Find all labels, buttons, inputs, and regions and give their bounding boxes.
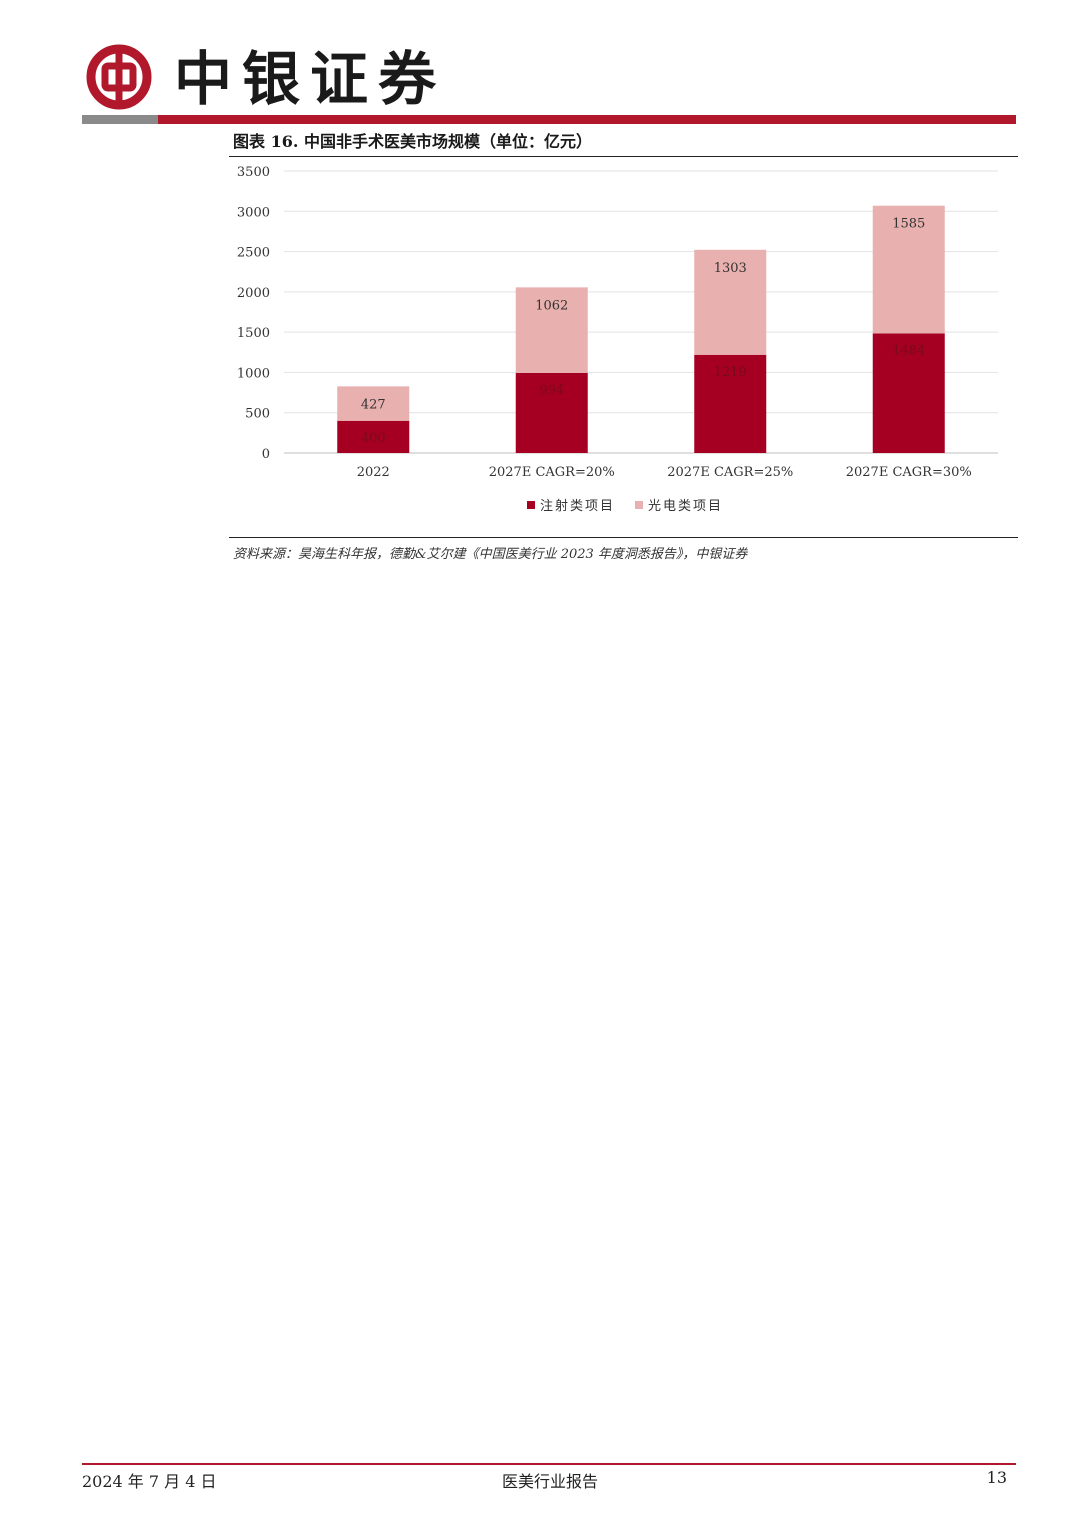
bar-segment-photoelectric [872, 205, 945, 334]
boc-logo-icon [86, 44, 152, 110]
y-tick-label: 0 [262, 447, 270, 462]
stacked-bar-chart: 0 500 1000 1500 2000 2500 3000 3500 400 427 2022 99… [237, 165, 998, 514]
x-tick-label: 2027E CAGR=25% [667, 465, 793, 480]
data-label: 1484 [892, 343, 925, 358]
data-label: 427 [361, 397, 386, 412]
bar-segment-injection [337, 420, 410, 453]
x-tick-label: 2022 [357, 465, 390, 480]
figure: 图表 16. 中国非手术医美市场规模（单位：亿元） 0 500 1000 1500 20… [229, 128, 1018, 562]
chart-area: 0 500 1000 1500 2000 2500 3000 3500 400 427 2022 99… [229, 157, 1018, 537]
legend-label: 注射类项目 [540, 498, 615, 514]
figure-title: 图表 16. 中国非手术医美市场规模（单位：亿元） [229, 128, 1018, 157]
legend-swatch [527, 501, 535, 509]
y-tick-label: 2000 [237, 286, 270, 301]
page-number: 13 [986, 1468, 1007, 1487]
figure-source: 资料来源：昊海生科年报，德勤&艾尔建《中国医美行业 2023 年度洞悉报告》，中… [233, 547, 748, 562]
data-label: 1585 [892, 217, 925, 232]
data-label: 400 [361, 431, 386, 446]
y-tick-label: 1500 [237, 326, 270, 341]
data-label: 994 [539, 383, 564, 398]
x-tick-label: 2027E CAGR=20% [489, 465, 615, 480]
legend-swatch [635, 501, 643, 509]
y-tick-label: 3000 [237, 205, 270, 220]
bar-segment-photoelectric [694, 249, 767, 355]
header-bar-grey [82, 115, 158, 124]
data-label: 1219 [714, 365, 747, 380]
brand-name: 中银证券 [174, 45, 447, 113]
y-tick-label: 500 [245, 407, 270, 422]
header-bar-red [158, 115, 1016, 124]
bar-segment-injection [694, 354, 767, 453]
figure-bottom-rule [229, 537, 1018, 538]
legend-label: 光电类项目 [648, 499, 723, 514]
bar-segment-photoelectric [515, 287, 588, 373]
footer-date: 2024 年 7 月 4 日 [82, 1472, 217, 1491]
y-tick-label: 3500 [237, 165, 270, 180]
bar-segment-injection [872, 333, 945, 453]
data-label: 1303 [714, 261, 747, 276]
x-tick-label: 2027E CAGR=30% [846, 465, 972, 480]
bar-segment-injection [515, 372, 588, 453]
bar-segment-photoelectric [337, 386, 410, 421]
page-header: 中银证券 [82, 40, 1016, 126]
data-label: 1062 [535, 298, 568, 313]
y-tick-label: 1000 [237, 366, 270, 381]
y-tick-label: 2500 [237, 246, 270, 261]
footer-title: 医美行业报告 [501, 1472, 598, 1491]
footer-rule [82, 1463, 1016, 1465]
